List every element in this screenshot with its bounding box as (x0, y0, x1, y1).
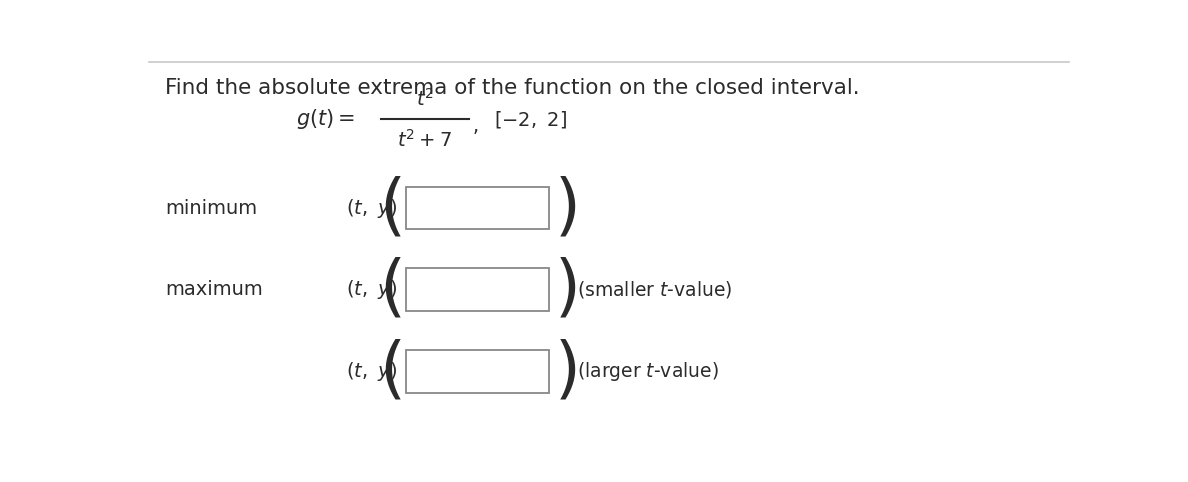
Text: $t^2 + 7$: $t^2 + 7$ (397, 129, 453, 150)
Text: $g(t) =$: $g(t) =$ (296, 107, 355, 131)
Text: $(t,\ y)$  $=$: $(t,\ y)$ $=$ (347, 278, 430, 301)
Text: $[-2,\ 2]$: $[-2,\ 2]$ (494, 108, 567, 130)
Text: maximum: maximum (165, 281, 263, 299)
Text: minimum: minimum (165, 199, 257, 218)
Text: (smaller $t$-value): (smaller $t$-value) (576, 279, 732, 300)
Text: ,: , (473, 117, 479, 136)
Text: $($: $($ (379, 175, 402, 241)
Text: $($: $($ (379, 338, 402, 404)
Text: $t^2$: $t^2$ (416, 88, 434, 109)
Bar (406, 187, 549, 229)
Text: $($: $($ (379, 257, 402, 323)
Bar (406, 350, 549, 393)
Bar (406, 268, 549, 311)
Text: $)$: $)$ (554, 257, 576, 323)
Text: $(t,\ y)$  $=$: $(t,\ y)$ $=$ (347, 197, 430, 220)
Text: $)$: $)$ (554, 175, 576, 241)
Text: (larger $t$-value): (larger $t$-value) (576, 360, 719, 383)
Text: $(t,\ y)$  $=$: $(t,\ y)$ $=$ (347, 360, 430, 383)
Text: $)$: $)$ (554, 338, 576, 404)
Text: Find the absolute extrema of the function on the closed interval.: Find the absolute extrema of the functio… (165, 78, 860, 98)
